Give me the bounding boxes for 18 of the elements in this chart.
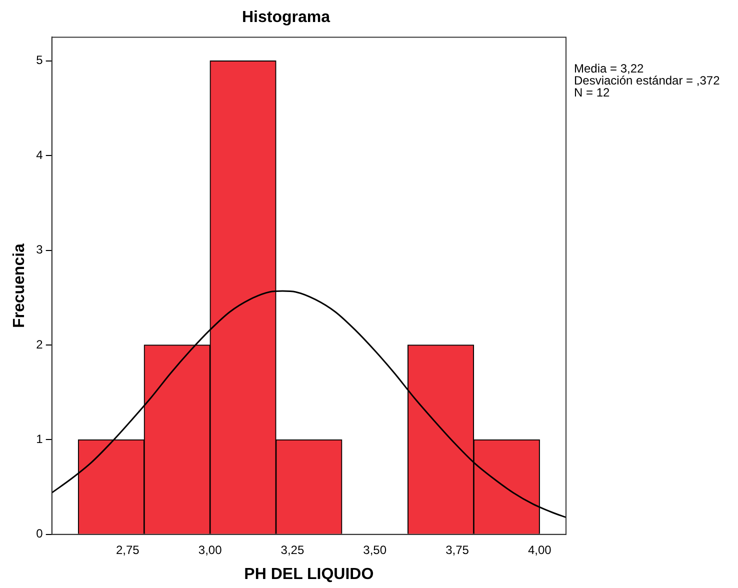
text: N = 12 <box>574 86 610 100</box>
y-tick-label: 2 <box>36 337 44 352</box>
y-tick-label: 1 <box>36 432 44 446</box>
x-tick-label: 4,00 <box>528 542 552 557</box>
x-tick-label: 3,25 <box>280 542 304 557</box>
text: Desviación estándar = ,372 <box>574 74 720 88</box>
chart-title: Histograma <box>242 9 330 26</box>
x-axis-title: PH DEL LIQUIDO <box>244 566 374 583</box>
x-tick-label: 3,00 <box>198 542 222 557</box>
y-axis-title: Frecuencia <box>11 243 28 328</box>
y-tick-label: 0 <box>36 526 44 541</box>
text: Media = 3,22 <box>574 62 644 76</box>
y-tick-label: 5 <box>36 53 44 68</box>
x-tick-label: 3,50 <box>363 542 387 557</box>
y-tick-label: 4 <box>36 148 44 162</box>
y-tick-label: 3 <box>36 242 44 257</box>
x-tick-label: 2,75 <box>116 542 140 557</box>
x-tick-label: 3,75 <box>446 542 470 557</box>
